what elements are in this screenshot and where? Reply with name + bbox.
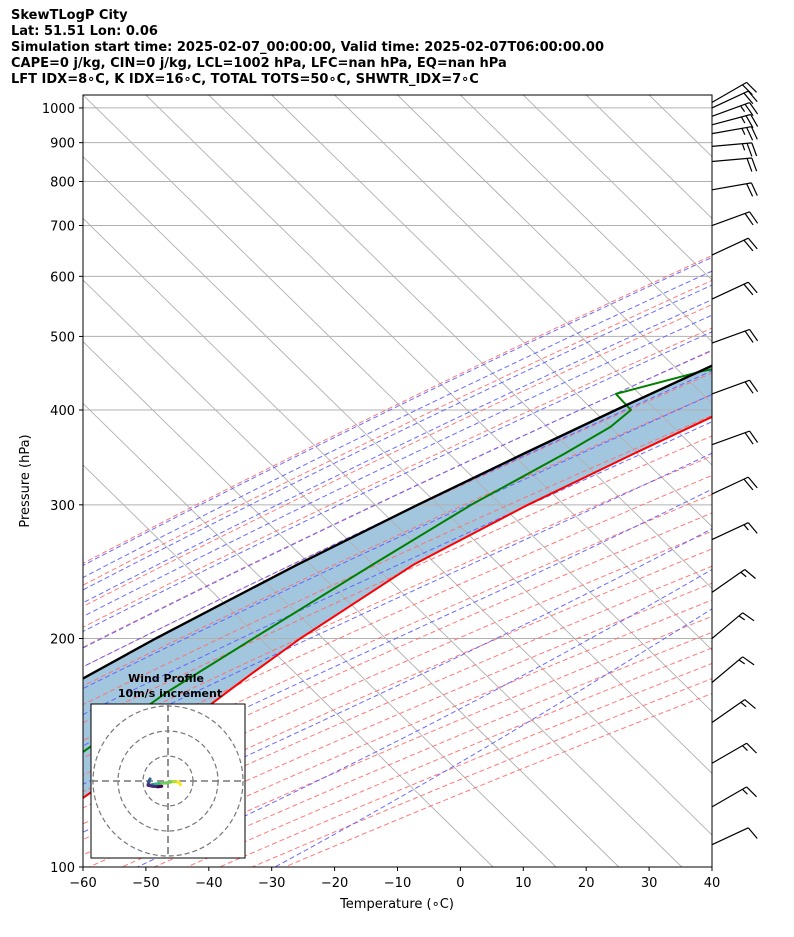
barb-staff [712,613,743,639]
barb-tick [752,158,757,171]
hodograph-trace-segment [158,786,162,787]
barb-tick [747,743,757,753]
barb-staff [712,212,750,226]
barb-tick [741,572,746,576]
x-tick-label: −10 [384,876,411,891]
barb-tick [741,702,746,706]
wind-barb [712,212,758,226]
wind-barb [712,657,754,683]
wind-barb [712,380,758,394]
barb-staff [712,569,745,592]
barb-staff [712,477,748,494]
barb-tick [752,143,757,156]
barb-staff [712,143,752,146]
barb-staff [712,127,751,134]
hodograph-subtitle: 10m/s increment [118,687,222,700]
barb-tick [739,660,745,664]
isotherm-line [586,95,794,867]
wind-barb [712,477,757,494]
barb-tick [747,158,752,171]
barb-tick [747,184,753,197]
barb-tick [744,525,748,530]
barb-tick [747,787,757,797]
x-tick-label: −30 [258,876,285,891]
x-tick-label: 10 [515,876,532,891]
y-tick-label: 400 [50,404,75,419]
x-tick-label: 40 [704,876,721,891]
barb-tick [742,144,744,151]
x-tick-label: 0 [456,876,464,891]
wind-barb [712,613,754,639]
barb-tick [751,183,757,196]
barb-staff [712,114,751,124]
barb-staff [712,158,752,161]
y-tick-label: 200 [50,632,75,647]
y-tick-label: 1000 [42,102,75,117]
barb-staff [712,282,748,299]
y-tick-label: 700 [50,220,75,235]
barb-staff [712,700,745,723]
y-tick-label: 600 [50,270,75,285]
isotherm-line [712,95,794,867]
barb-tick [739,616,745,620]
wind-barb [712,569,755,592]
barb-tick [745,700,756,709]
x-tick-label: −20 [321,876,348,891]
barb-staff [712,523,748,540]
x-tick-label: −50 [132,876,159,891]
barb-tick [742,128,745,134]
wind-barb [712,329,758,343]
wind-barb [712,431,758,445]
barb-staff [712,743,747,763]
barb-tick [742,746,747,751]
wind-barb [712,828,757,845]
barb-staff [712,238,748,255]
barb-staff [712,329,750,343]
x-tick-label: 30 [641,876,658,891]
x-tick-label: −60 [69,876,96,891]
barb-staff [712,183,751,190]
barb-staff [712,431,750,445]
barb-tick [748,828,757,839]
wind-barb [712,787,757,807]
barb-staff [712,828,748,845]
barb-tick [748,523,757,534]
y-tick-label: 900 [50,137,75,152]
barb-tick [751,127,757,140]
wind-barb [712,91,757,108]
wind-barb [712,183,757,197]
barb-tick [747,143,752,156]
wind-barb [712,282,757,299]
barb-tick [747,128,753,141]
wind-barb [712,158,757,172]
x-tick-label: −40 [195,876,222,891]
x-tick-label: 20 [578,876,595,891]
barb-staff [712,787,747,807]
y-tick-label: 500 [50,330,75,345]
wind-barb [712,114,758,127]
barb-tick [745,569,756,578]
wind-barb [712,127,757,141]
y-tick-label: 300 [50,499,75,514]
isotherm-line [649,95,794,867]
x-axis-label: Temperature (∘C) [339,897,454,912]
wind-barbs [712,82,758,844]
barb-tick [741,106,745,112]
barb-staff [712,657,743,683]
wind-barb [712,238,757,255]
barb-tick [741,117,745,123]
hodograph-title: Wind Profile [128,672,204,685]
wind-barb [712,700,755,723]
wind-barb [712,523,757,540]
barb-tick [742,789,747,794]
y-tick-label: 800 [50,175,75,190]
y-tick-label: 100 [50,861,75,876]
wind-barb [712,743,757,763]
wind-barb [712,143,757,157]
y-axis-label: Pressure (hPa) [18,434,33,527]
barb-staff [712,380,750,394]
